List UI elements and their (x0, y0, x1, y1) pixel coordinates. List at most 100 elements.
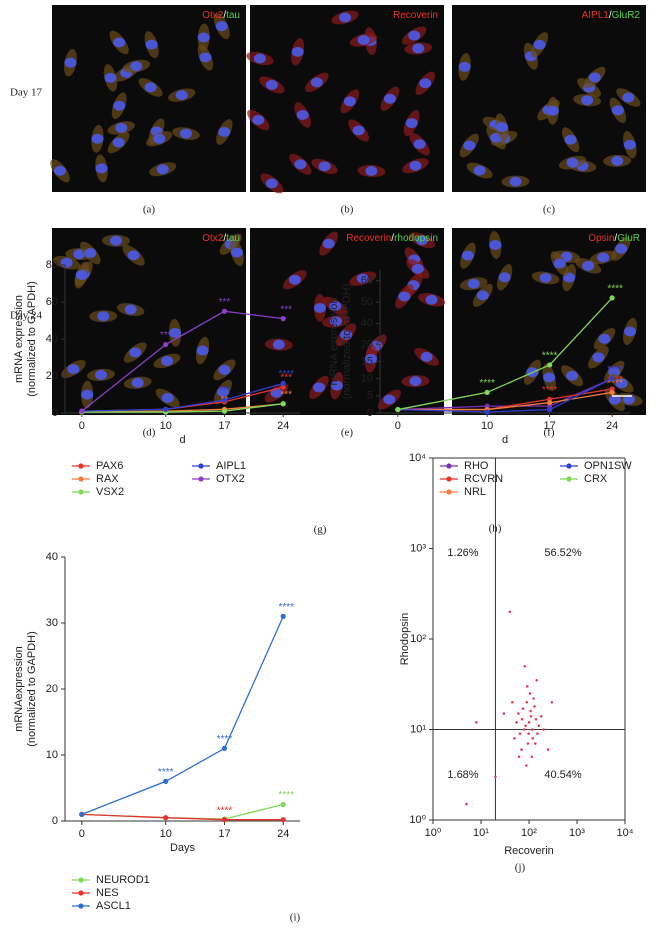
significance: *** (160, 330, 172, 341)
y-tick-label: 10⁰ (409, 814, 426, 826)
nucleus (473, 165, 486, 176)
data-point (529, 709, 532, 713)
x-tick-label: 10⁰ (425, 827, 442, 839)
nucleus (608, 394, 621, 405)
caption-part: Recoverin (346, 233, 391, 244)
caption-part: Opsin (588, 233, 614, 244)
significance: **** (542, 351, 558, 362)
y-tick-label: 0 (52, 815, 58, 827)
nucleus (265, 79, 278, 90)
nucleus (160, 355, 173, 366)
caption-part: rhodopsin (394, 233, 438, 244)
micrograph: Otx2/tau (52, 228, 246, 415)
data-point (526, 742, 530, 745)
data-point (528, 692, 532, 695)
nucleus (539, 272, 552, 283)
significance: **** (542, 385, 558, 396)
series-line (81, 616, 284, 816)
nucleus (113, 100, 126, 111)
data-point (221, 408, 228, 414)
legend-marker (198, 476, 204, 482)
data-point (79, 811, 85, 818)
row-label: Day 17 (10, 87, 43, 99)
data-point (532, 697, 535, 700)
y-tick-label: 60 (46, 296, 58, 308)
panel-label: (c) (543, 204, 556, 216)
nucleus (270, 387, 283, 398)
x-tick-label: 17 (218, 828, 230, 840)
data-point (533, 742, 537, 745)
nucleus (131, 377, 144, 388)
x-tick-label: 10 (481, 420, 493, 432)
series-line (81, 803, 284, 820)
x-tick-label: 0 (79, 828, 85, 840)
nucleus (175, 90, 188, 101)
nucleus (564, 134, 577, 145)
nucleus (415, 235, 428, 246)
nucleus (60, 257, 73, 268)
significance: *** (280, 389, 292, 400)
data-point (530, 755, 534, 759)
nucleus (313, 302, 326, 313)
nucleus (145, 39, 158, 50)
series-line (81, 813, 284, 821)
data-point (515, 721, 518, 724)
row-label: Day 24 (10, 310, 43, 322)
series-line (397, 391, 613, 411)
data-point (508, 610, 512, 614)
nucleus (329, 300, 342, 311)
nucleus (230, 247, 243, 258)
nucleus (476, 290, 489, 301)
y-tick-label: 40 (46, 333, 58, 345)
chart: 0 10 20 30 40 0 10 17 24 Days mRNAexpression (norma… (13, 551, 300, 912)
nucleus (130, 61, 143, 72)
series-line (81, 310, 284, 412)
nucleus (357, 35, 370, 46)
x-axis-label: d (179, 434, 185, 446)
panel-label: (e) (341, 427, 354, 439)
x-axis-label: Days (170, 842, 196, 854)
data-point (518, 732, 522, 735)
nucleus (615, 243, 628, 254)
data-point (502, 712, 506, 715)
data-point (221, 308, 228, 314)
y-axis-label: (normalized to GAPDH) (26, 631, 38, 747)
data-point (609, 389, 615, 396)
panel-label: (j) (515, 862, 526, 874)
x-tick-label: 10 (160, 828, 172, 840)
data-point (484, 409, 490, 415)
y-tick-label: 30 (46, 617, 58, 629)
data-point (524, 724, 527, 728)
nucleus (265, 178, 278, 189)
data-point (547, 400, 553, 406)
data-point (536, 732, 539, 735)
legend-label: NEUROD1 (96, 874, 150, 886)
nucleus (104, 72, 117, 83)
nucleus (365, 353, 378, 364)
nucleus (288, 274, 301, 285)
panel-label: (f) (544, 427, 555, 439)
data-point (280, 401, 286, 407)
nucleus (196, 345, 209, 356)
legend-marker (78, 463, 84, 469)
data-point (534, 717, 538, 721)
nucleus (463, 140, 476, 151)
nucleus (313, 382, 326, 393)
significance: **** (607, 375, 623, 386)
data-point (547, 362, 553, 368)
data-point (521, 707, 525, 710)
axis-break (375, 334, 385, 340)
data-point (465, 802, 468, 806)
x-axis-label: d (502, 434, 508, 446)
y-axis-label: mRNA expression (13, 295, 25, 383)
nucleus (169, 327, 182, 338)
nucleus (216, 386, 229, 397)
nucleus (218, 126, 231, 137)
nucleus (598, 333, 611, 344)
significance: **** (479, 378, 495, 389)
legend-marker (78, 890, 84, 896)
y-tick-label: 40 (46, 551, 58, 563)
caption-part: AIPL1 (582, 10, 610, 21)
nucleus (127, 250, 140, 261)
data-point (527, 732, 530, 735)
